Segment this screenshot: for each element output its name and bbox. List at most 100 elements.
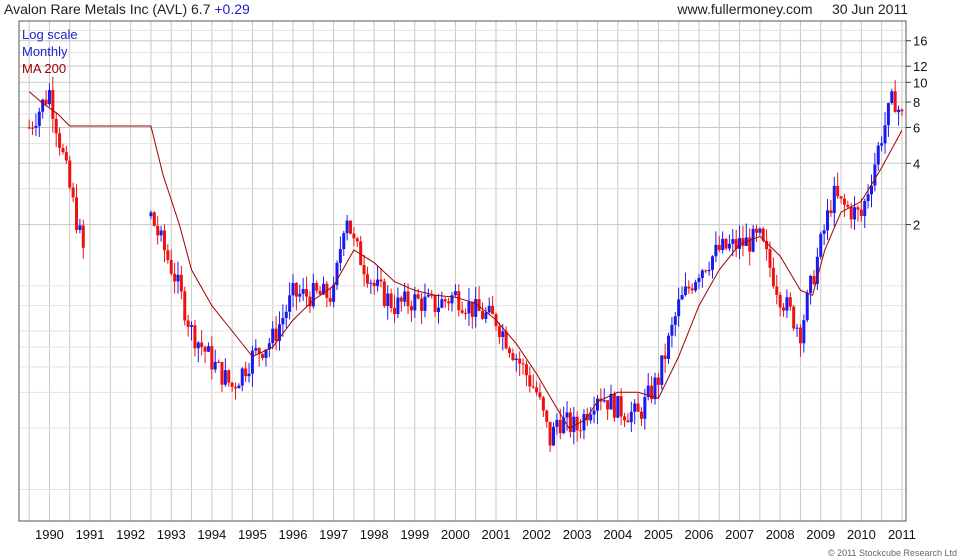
candle-body [853,207,857,220]
candle-body [778,294,782,308]
candle-body [785,297,789,311]
candle-body [436,307,440,312]
candle-body [193,325,197,349]
candle-body [680,295,684,300]
candle-body [47,90,51,105]
x-tick-label: 1999 [400,527,429,542]
candle-body [545,410,549,422]
candle-body [75,197,79,230]
candle-body [589,414,593,421]
candle-body [721,238,725,250]
candle-body [203,347,207,352]
x-tick-label: 2005 [644,527,673,542]
candle-body [237,385,241,389]
candle-body [34,125,38,128]
candle-body [190,325,194,327]
x-tick-label: 2004 [603,527,632,542]
candle-body [694,282,698,291]
y-tick-label: 6 [913,120,920,135]
candle-body [626,420,630,423]
candle-body [771,267,775,287]
candle-body [298,293,302,297]
candle-body [558,419,562,434]
candle-body [443,299,447,302]
site-link[interactable]: www.fullermoney.com [677,1,813,17]
candle-body [619,396,623,417]
candle-body [616,396,620,418]
candle-body [538,392,542,398]
candle-body [321,283,325,295]
legend: Log scale Monthly MA 200 [22,27,78,76]
candle-body [406,291,410,307]
y-tick-label: 16 [913,34,927,49]
candle-body [27,127,31,129]
candle-body [690,288,694,291]
candle-body [173,273,177,282]
candle-body [782,307,786,311]
candle-body [345,220,349,234]
candle-body [281,317,285,325]
candle-body [389,293,393,308]
candles [27,76,904,452]
candle-body [738,238,742,249]
candle-body [832,185,836,214]
candle-body [234,386,238,389]
candle-body [812,275,816,284]
candle-body [166,250,170,260]
candle-body [748,237,752,252]
candle-body [552,426,556,446]
candle-body [565,412,569,418]
last-price: 6.7 [191,1,211,17]
candle-body [68,160,72,188]
candle-body [612,393,616,418]
candle-body [220,361,224,385]
candle-body [555,419,559,427]
candle-body [826,210,830,231]
candle-body [44,99,48,105]
candle-body [734,239,738,249]
candle-body [149,212,153,217]
candle-body [342,233,346,250]
chart-source: www.fullermoney.com 30 Jun 2011 [677,1,908,17]
candle-body [227,370,231,383]
chart-title: Avalon Rare Metals Inc (AVL) 6.7 +0.29 [4,1,250,17]
candle-body [697,277,701,283]
price-change: +0.29 [214,1,250,17]
candle-body [37,111,41,126]
candle-body [183,291,187,321]
candle-body [470,301,474,317]
candle-body [751,228,755,252]
candle-body [504,331,508,349]
candle-body [206,346,210,352]
candle-body [399,297,403,302]
candle-body [386,293,390,306]
candle-body [423,296,427,311]
candle-body [213,361,217,370]
candle-body [308,296,312,307]
candle-body [639,411,643,419]
candle-body [727,243,731,249]
candle-body [420,298,424,311]
candle-body [822,230,826,234]
candle-body [670,324,674,336]
candle-body [595,398,599,411]
candle-body [636,403,640,412]
candle-body [629,411,633,423]
candle-body [460,310,464,313]
y-tick-label: 2 [913,218,920,233]
candle-body [240,368,244,386]
candle-body [379,279,383,282]
x-tick-label: 1998 [360,527,389,542]
candle-body [78,225,82,230]
candle-body [863,201,867,217]
candle-body [288,295,292,312]
candle-body [186,320,190,327]
candle-body [484,312,488,319]
candle-body [328,297,332,302]
candle-body [524,364,528,376]
legend-entry: MA 200 [22,61,66,76]
candle-body [900,109,904,112]
grid-lines [19,21,906,521]
candle-body [200,342,204,348]
